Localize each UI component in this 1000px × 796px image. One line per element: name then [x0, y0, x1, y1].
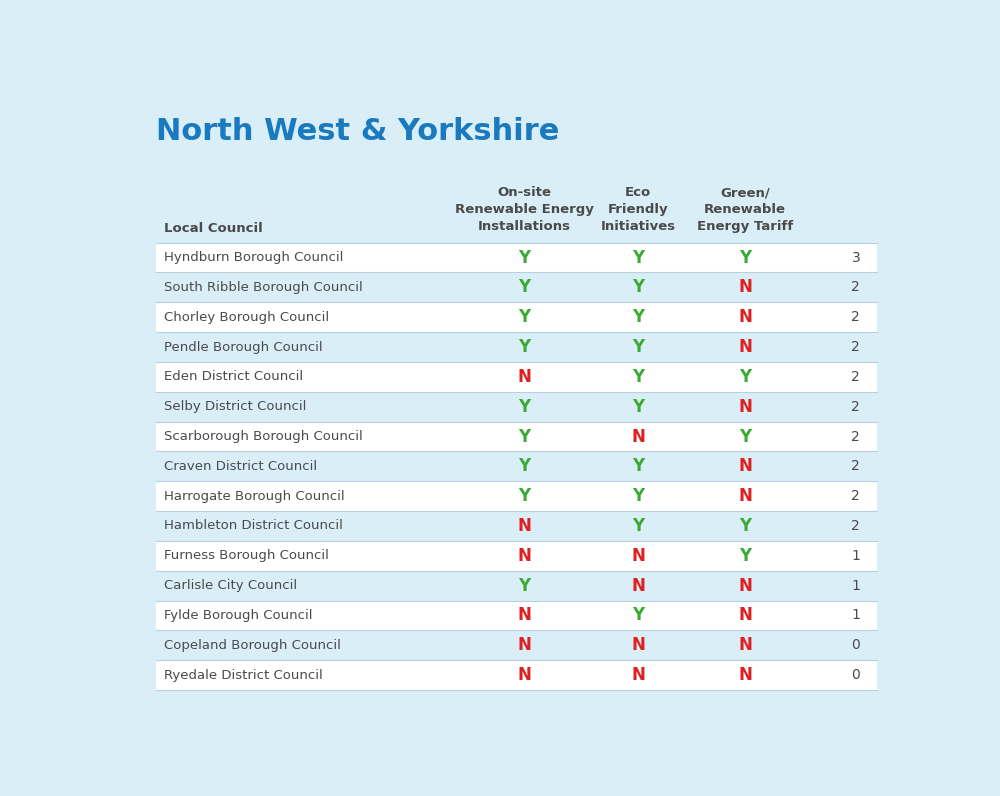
FancyBboxPatch shape: [156, 272, 877, 302]
Text: Y: Y: [632, 308, 644, 326]
Text: Y: Y: [518, 308, 530, 326]
Text: Y: Y: [632, 398, 644, 416]
FancyBboxPatch shape: [156, 600, 877, 630]
FancyBboxPatch shape: [156, 660, 877, 690]
Text: N: N: [631, 427, 645, 446]
Text: Furness Borough Council: Furness Borough Council: [164, 549, 329, 562]
Text: N: N: [738, 576, 752, 595]
Text: Copeland Borough Council: Copeland Borough Council: [164, 639, 341, 652]
Text: Y: Y: [518, 279, 530, 296]
Text: 2: 2: [851, 490, 860, 503]
Text: N: N: [631, 576, 645, 595]
Text: Y: Y: [518, 248, 530, 267]
Text: Y: Y: [632, 487, 644, 505]
Text: Y: Y: [632, 458, 644, 475]
Text: Y: Y: [518, 398, 530, 416]
Text: Y: Y: [518, 458, 530, 475]
Text: N: N: [631, 666, 645, 684]
Text: Y: Y: [518, 338, 530, 356]
Text: Y: Y: [739, 368, 751, 386]
Text: N: N: [738, 458, 752, 475]
FancyBboxPatch shape: [156, 571, 877, 600]
Text: Y: Y: [739, 547, 751, 565]
FancyBboxPatch shape: [156, 511, 877, 541]
Text: Y: Y: [739, 248, 751, 267]
Text: N: N: [738, 607, 752, 625]
Text: Pendle Borough Council: Pendle Borough Council: [164, 341, 322, 353]
Text: Hyndburn Borough Council: Hyndburn Borough Council: [164, 251, 343, 264]
Text: Hambleton District Council: Hambleton District Council: [164, 520, 343, 533]
Text: N: N: [517, 607, 531, 625]
Text: Selby District Council: Selby District Council: [164, 400, 306, 413]
Text: Harrogate Borough Council: Harrogate Borough Council: [164, 490, 344, 502]
Text: Local Council: Local Council: [164, 222, 262, 236]
Text: Y: Y: [632, 248, 644, 267]
FancyBboxPatch shape: [156, 630, 877, 660]
Text: 2: 2: [851, 519, 860, 533]
Text: 2: 2: [851, 430, 860, 443]
Text: N: N: [517, 368, 531, 386]
Text: 2: 2: [851, 370, 860, 384]
Text: Craven District Council: Craven District Council: [164, 460, 317, 473]
Text: Y: Y: [632, 279, 644, 296]
FancyBboxPatch shape: [156, 392, 877, 422]
Text: N: N: [738, 636, 752, 654]
Text: N: N: [738, 487, 752, 505]
Text: Scarborough Borough Council: Scarborough Borough Council: [164, 430, 362, 443]
Text: N: N: [738, 338, 752, 356]
Text: On-site
Renewable Energy
Installations: On-site Renewable Energy Installations: [455, 186, 594, 233]
Text: 2: 2: [851, 340, 860, 354]
Text: Y: Y: [632, 338, 644, 356]
FancyBboxPatch shape: [156, 302, 877, 332]
FancyBboxPatch shape: [156, 243, 877, 272]
Text: N: N: [631, 547, 645, 565]
Text: N: N: [517, 666, 531, 684]
Text: Carlisle City Council: Carlisle City Council: [164, 579, 297, 592]
Text: 3: 3: [851, 251, 860, 264]
Text: Y: Y: [632, 607, 644, 625]
Text: Y: Y: [632, 517, 644, 535]
Text: Y: Y: [739, 427, 751, 446]
Text: Y: Y: [518, 427, 530, 446]
Text: South Ribble Borough Council: South Ribble Borough Council: [164, 281, 362, 294]
Text: N: N: [738, 666, 752, 684]
Text: Ryedale District Council: Ryedale District Council: [164, 669, 322, 681]
FancyBboxPatch shape: [156, 362, 877, 392]
Text: Y: Y: [739, 517, 751, 535]
Text: N: N: [738, 279, 752, 296]
Text: 2: 2: [851, 400, 860, 414]
Text: 2: 2: [851, 310, 860, 324]
Text: N: N: [738, 308, 752, 326]
Text: North West & Yorkshire: North West & Yorkshire: [156, 117, 559, 146]
FancyBboxPatch shape: [156, 482, 877, 511]
Text: Chorley Borough Council: Chorley Borough Council: [164, 310, 329, 324]
Text: N: N: [517, 547, 531, 565]
Text: N: N: [517, 636, 531, 654]
Text: 1: 1: [851, 579, 860, 593]
Text: Fylde Borough Council: Fylde Borough Council: [164, 609, 312, 622]
Text: Eco
Friendly
Initiatives: Eco Friendly Initiatives: [600, 186, 676, 233]
Text: 1: 1: [851, 548, 860, 563]
FancyBboxPatch shape: [156, 541, 877, 571]
FancyBboxPatch shape: [156, 422, 877, 451]
Text: 0: 0: [851, 668, 860, 682]
Text: Y: Y: [518, 487, 530, 505]
Text: Y: Y: [632, 368, 644, 386]
Text: Eden District Council: Eden District Council: [164, 370, 303, 384]
Text: 2: 2: [851, 280, 860, 295]
Text: N: N: [738, 398, 752, 416]
FancyBboxPatch shape: [156, 451, 877, 482]
Text: Green/
Renewable
Energy Tariff: Green/ Renewable Energy Tariff: [697, 186, 793, 233]
Text: 1: 1: [851, 608, 860, 622]
Text: N: N: [517, 517, 531, 535]
Text: N: N: [631, 636, 645, 654]
FancyBboxPatch shape: [156, 332, 877, 362]
Text: 0: 0: [851, 638, 860, 652]
Text: 2: 2: [851, 459, 860, 474]
Text: Y: Y: [518, 576, 530, 595]
